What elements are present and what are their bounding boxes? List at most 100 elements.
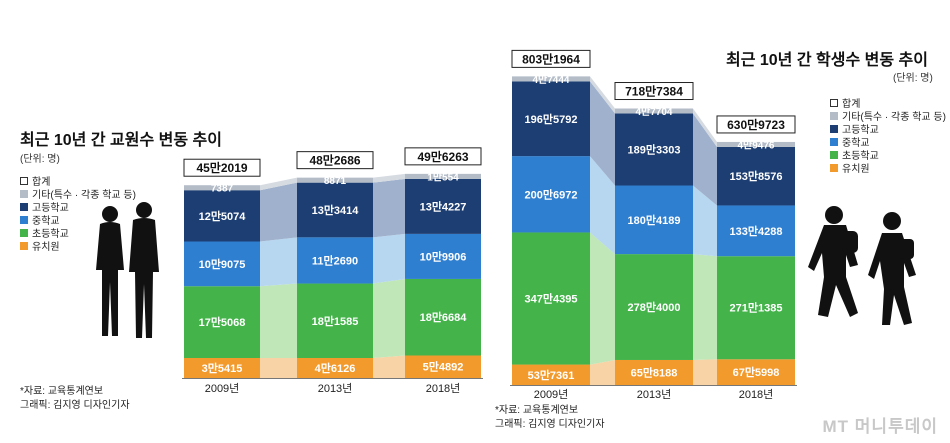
teachers-category-label-1: 2013년 xyxy=(318,382,353,395)
students-total-label-2: 630만9723 xyxy=(727,117,785,132)
legend-label-total: 합계 xyxy=(842,99,861,110)
teachers-total-box-2 xyxy=(404,147,482,166)
legend-swatch-kinder xyxy=(20,241,28,250)
teachers-source-note: *자료: 교육통계연보 그래픽: 김지영 디자인기자 xyxy=(20,385,130,413)
students-value-label-kinder-0: 53만7361 xyxy=(528,368,575,382)
students-value-label-middle-1: 180만4189 xyxy=(628,213,681,227)
students-band-middle-0 xyxy=(590,156,615,255)
teachers-category-label-2: 2018년 xyxy=(426,382,461,395)
students-band-high-0 xyxy=(590,81,615,186)
teachers-value-label-high-0: 12만5074 xyxy=(199,209,247,223)
legend-label-middle: 중학교 xyxy=(842,138,870,149)
legend-swatch-total xyxy=(20,176,28,185)
students-band-kinder-0 xyxy=(590,359,615,385)
legend-swatch-elem xyxy=(830,150,838,159)
legend-swatch-elem xyxy=(20,228,28,237)
legend-total: 합계 xyxy=(830,96,946,110)
legend-middle: 중학교 xyxy=(830,135,946,149)
students-band-elem-1 xyxy=(693,254,717,360)
students-total-label-1: 718만7384 xyxy=(625,84,683,99)
students-bar-elem-0 xyxy=(512,232,590,365)
students-band-high-1 xyxy=(693,113,717,206)
legend-label-elem: 초등학교 xyxy=(842,151,879,162)
legend-swatch-middle xyxy=(20,215,28,224)
legend-swatch-total xyxy=(830,98,838,107)
students-title: 최근 10년 간 학생수 변동 추이 xyxy=(726,52,928,69)
legend-high: 고등학교 xyxy=(830,122,946,136)
publisher-logo-name: 머니투데이 xyxy=(854,417,938,436)
students-total-box-2 xyxy=(716,115,796,134)
teachers-value-label-middle-0: 10만9075 xyxy=(199,257,246,271)
legend-label-high: 고등학교 xyxy=(842,125,879,136)
students-value-label-middle-2: 133만4288 xyxy=(730,224,783,238)
teachers-band-middle-0 xyxy=(260,237,297,287)
teachers-value-label-middle-1: 11만2690 xyxy=(312,253,358,267)
students-graphic-credit: 그래픽: 김지영 디자인기자 xyxy=(495,419,605,430)
teachers-bar-other-0 xyxy=(184,185,260,191)
students-value-label-other-1: 4만7704 xyxy=(635,105,672,118)
teachers-total-label-1: 48만2686 xyxy=(309,153,360,168)
teachers-total-box-1 xyxy=(296,151,374,170)
teachers-total-label-2: 49만6263 xyxy=(417,149,468,164)
teachers-value-label-kinder-2: 5만4892 xyxy=(423,360,464,374)
publisher-logo-mark: MT xyxy=(822,417,850,436)
students-value-label-elem-2: 271만1385 xyxy=(730,301,783,315)
students-value-label-high-1: 189만3303 xyxy=(628,143,681,157)
students-bar-kinder-0 xyxy=(512,364,590,385)
teachers-category-label-0: 2009년 xyxy=(205,382,240,395)
students-bar-high-1 xyxy=(615,113,693,186)
teachers-bar-other-2 xyxy=(405,173,481,179)
teachers-value-label-other-1: 8871 xyxy=(324,176,347,187)
legend-other: 기타(특수 · 각종 학교 등) xyxy=(830,109,946,123)
teachers-legend: 합계 기타(특수 · 각종 학교 등) 고등학교 중학교 초등학교 유치원 xyxy=(20,174,136,253)
legend-total: 합계 xyxy=(20,174,136,188)
teachers-band-elem-0 xyxy=(260,283,297,358)
legend-label-high: 고등학교 xyxy=(32,203,69,214)
students-bar-middle-2 xyxy=(717,205,795,257)
students-bar-high-2 xyxy=(717,146,795,206)
students-legend: 합계 기타(특수 · 각종 학교 등) 고등학교 중학교 초등학교 유치원 xyxy=(830,96,946,175)
legend-swatch-middle xyxy=(830,137,838,146)
students-bar-high-0 xyxy=(512,81,590,157)
legend-label-kinder: 유치원 xyxy=(842,164,870,175)
students-band-middle-1 xyxy=(693,185,717,257)
teachers-bar-middle-0 xyxy=(184,241,260,287)
teachers-value-label-high-2: 13만4227 xyxy=(420,199,467,213)
legend-kinder: 유치원 xyxy=(20,239,136,253)
legend-kinder: 유치원 xyxy=(830,161,946,175)
legend-swatch-other xyxy=(830,111,838,120)
students-value-label-elem-1: 278만4000 xyxy=(628,300,681,314)
students-source-note: *자료: 교육통계연보 그래픽: 김지영 디자인기자 xyxy=(495,404,605,432)
teachers-bar-elem-0 xyxy=(184,286,260,358)
students-bar-elem-2 xyxy=(717,256,795,360)
teachers-value-label-other-0: 7387 xyxy=(211,184,234,195)
teachers-unit: (단위: 명) xyxy=(20,154,60,165)
students-category-label-1: 2013년 xyxy=(637,388,672,401)
teachers-bar-other-1 xyxy=(297,177,373,183)
teachers-band-kinder-1 xyxy=(373,355,405,378)
legend-label-other: 기타(특수 · 각종 학교 등) xyxy=(32,190,136,201)
legend-high: 고등학교 xyxy=(20,200,136,214)
students-total-box-1 xyxy=(614,82,694,101)
teachers-value-label-elem-0: 17만5068 xyxy=(199,315,246,329)
students-bar-other-2 xyxy=(717,141,795,147)
teachers-value-label-middle-2: 10만9906 xyxy=(420,249,467,263)
teachers-bar-high-1 xyxy=(297,182,373,238)
publisher-logo: MT 머니투데이 xyxy=(823,412,938,437)
legend-label-other: 기타(특수 · 각종 학교 등) xyxy=(842,112,946,123)
teachers-total-label-0: 45만2019 xyxy=(196,160,247,175)
students-value-label-high-2: 153만8576 xyxy=(730,169,783,183)
teachers-value-label-other-2: 1만554 xyxy=(427,170,459,183)
students-value-label-elem-0: 347만4395 xyxy=(525,292,578,306)
teachers-band-high-1 xyxy=(373,178,405,238)
students-bar-middle-0 xyxy=(512,156,590,233)
students-bar-other-0 xyxy=(512,76,590,82)
teachers-bar-elem-2 xyxy=(405,278,481,356)
teachers-bar-elem-1 xyxy=(297,283,373,358)
legend-swatch-kinder xyxy=(830,163,838,172)
teachers-total-box-0 xyxy=(183,158,261,177)
students-value-label-middle-0: 200만6972 xyxy=(525,187,578,201)
teachers-graphic-credit: 그래픽: 김지영 디자인기자 xyxy=(20,400,130,411)
